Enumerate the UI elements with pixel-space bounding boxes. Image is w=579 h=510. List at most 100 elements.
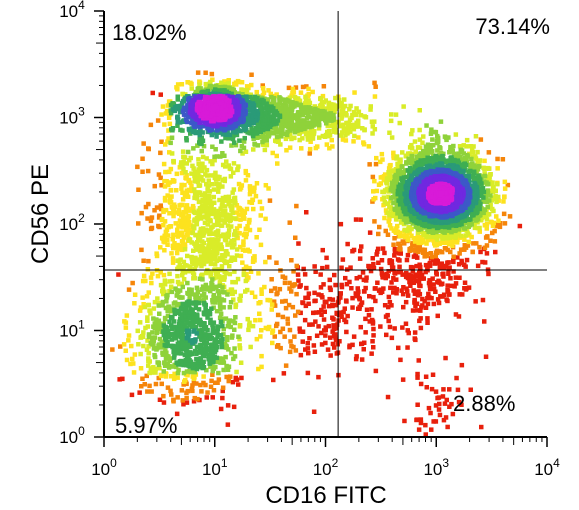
data-point (371, 345, 376, 350)
data-point (145, 216, 150, 221)
data-point (175, 82, 181, 87)
data-point (222, 204, 228, 209)
data-point (172, 374, 177, 380)
data-point (483, 192, 489, 197)
data-point (249, 290, 255, 295)
data-point (198, 273, 204, 279)
data-point (198, 322, 203, 328)
data-point (150, 335, 155, 340)
data-point (401, 172, 407, 177)
data-point (450, 149, 455, 154)
data-point (404, 257, 410, 263)
data-point (456, 225, 462, 231)
data-point (418, 308, 423, 313)
data-point (417, 137, 423, 142)
data-point (260, 139, 265, 145)
data-point (217, 280, 223, 285)
data-point (383, 228, 388, 234)
data-point (326, 129, 332, 134)
data-point (206, 194, 212, 199)
data-point (172, 241, 177, 246)
data-point (410, 241, 415, 246)
data-point (267, 198, 273, 203)
data-point (451, 258, 456, 263)
data-point (394, 277, 399, 282)
data-point (334, 351, 340, 356)
data-point (434, 242, 440, 248)
data-point (182, 244, 188, 250)
data-point (327, 277, 332, 283)
data-point (155, 296, 160, 301)
data-point (405, 289, 410, 294)
data-point (283, 136, 289, 142)
data-point (270, 150, 275, 156)
data-point (320, 108, 325, 114)
data-point (192, 276, 198, 281)
data-point (276, 137, 281, 142)
data-point (204, 156, 209, 161)
data-point (238, 253, 244, 259)
data-point (280, 274, 285, 279)
data-point (207, 285, 212, 291)
data-point (184, 224, 190, 229)
data-point (313, 310, 319, 315)
data-point (243, 168, 248, 174)
data-point (392, 270, 397, 275)
data-point (373, 298, 378, 304)
data-point (313, 319, 318, 324)
data-point (507, 214, 513, 219)
data-point (451, 269, 456, 274)
data-point (180, 338, 185, 343)
data-point (398, 157, 403, 162)
data-point (180, 273, 185, 278)
data-point (376, 231, 381, 237)
data-point (440, 281, 445, 286)
data-point (479, 215, 484, 221)
data-point (302, 272, 308, 277)
data-point (326, 102, 331, 108)
data-point (161, 393, 166, 399)
data-point (126, 333, 132, 338)
data-point (318, 96, 323, 102)
data-point (220, 323, 225, 329)
data-point (232, 257, 238, 262)
data-point (374, 155, 379, 161)
data-point (300, 300, 305, 305)
data-point (448, 249, 453, 255)
data-point (485, 212, 490, 217)
data-point (324, 121, 329, 126)
data-point (245, 247, 250, 253)
data-point (372, 219, 377, 224)
data-point (400, 291, 406, 297)
data-point (200, 346, 206, 352)
data-point (184, 136, 189, 141)
data-point (165, 339, 170, 345)
data-point (167, 99, 173, 104)
data-point (375, 280, 380, 285)
data-point (228, 240, 233, 246)
data-point (350, 305, 355, 310)
data-point (185, 232, 190, 238)
data-point (179, 281, 185, 287)
data-point (154, 253, 160, 259)
data-point (431, 229, 436, 235)
data-point (211, 251, 216, 256)
data-point (176, 347, 182, 353)
data-point (423, 422, 428, 428)
data-point (258, 112, 263, 118)
data-point (166, 328, 171, 333)
data-point (227, 318, 233, 323)
data-point (145, 267, 151, 272)
data-point (387, 130, 392, 135)
data-point (465, 243, 471, 248)
data-point (343, 275, 348, 281)
data-point (447, 404, 452, 409)
data-point (457, 144, 463, 149)
data-point (186, 363, 191, 368)
data-point (197, 183, 203, 188)
data-point (175, 266, 180, 272)
data-point (202, 191, 208, 196)
data-point (415, 402, 420, 407)
data-point (278, 345, 283, 351)
data-point (421, 220, 426, 225)
